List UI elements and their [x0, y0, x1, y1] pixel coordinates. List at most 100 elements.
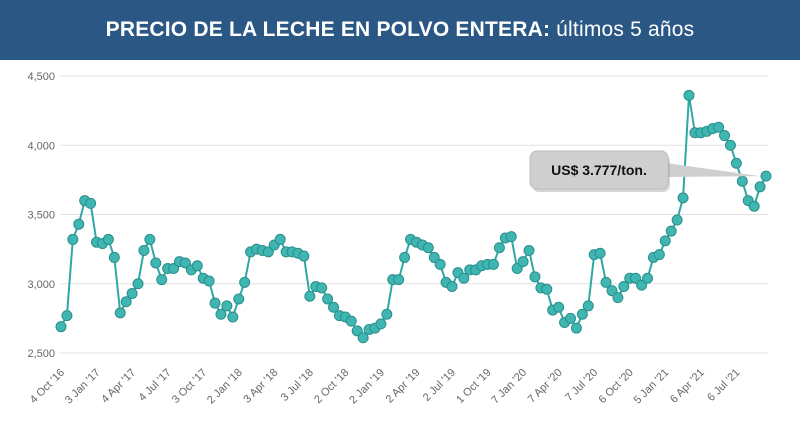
data-point [665, 225, 677, 237]
data-point [120, 296, 132, 308]
data-point [600, 276, 612, 288]
data-point [713, 121, 725, 133]
data-point [179, 257, 191, 269]
data-point [523, 245, 535, 257]
data-point [636, 279, 648, 291]
x-tick-label: 7 Apr '20 [526, 367, 565, 406]
data-point [541, 283, 553, 295]
data-point [67, 233, 79, 245]
data-point [606, 285, 618, 297]
x-tick-label: 3 Apr '18 [241, 367, 280, 406]
data-point [564, 312, 576, 324]
x-tick-label: 6 Oct '20 [596, 367, 635, 406]
data-point [357, 332, 369, 344]
data-point [612, 292, 624, 304]
data-point [760, 170, 772, 182]
x-tick-label: 7 Jan '20 [489, 367, 529, 407]
data-point [274, 233, 286, 245]
x-tick-label: 5 Jan '21 [632, 367, 672, 407]
data-point [724, 139, 736, 151]
data-point [345, 315, 357, 327]
data-point [351, 325, 363, 337]
data-point [677, 192, 689, 204]
x-tick-label: 4 Apr '17 [99, 367, 138, 406]
callout-group: US$ 3.777/ton. [529, 150, 760, 192]
x-tick-label: 3 Jan '17 [63, 367, 103, 407]
data-point [428, 251, 440, 263]
data-point [570, 322, 582, 334]
data-point [221, 300, 233, 312]
data-point [576, 308, 588, 320]
data-point [642, 272, 654, 284]
data-point [233, 293, 245, 305]
data-point [393, 274, 405, 286]
data-point [582, 300, 594, 312]
data-point [511, 263, 523, 275]
data-point [108, 251, 120, 263]
data-point [304, 290, 316, 302]
x-tick-label: 2 Jan '19 [347, 367, 387, 407]
callout-pointer [666, 163, 760, 177]
data-point [156, 274, 168, 286]
data-point [328, 301, 340, 313]
x-tick-label: 2 Jul '19 [421, 367, 458, 404]
data-point [209, 297, 221, 309]
data-point [458, 272, 470, 284]
x-tick-label: 4 Jul '17 [137, 367, 174, 404]
x-tick-label: 2 Apr '19 [384, 367, 423, 406]
data-point [422, 242, 434, 254]
data-point [381, 308, 393, 320]
data-point [168, 263, 180, 275]
data-point [262, 246, 274, 258]
x-tick-label: 7 Jul '20 [563, 367, 600, 404]
y-tick-label: 3,500 [27, 210, 55, 222]
series-line [60, 95, 767, 340]
data-point [446, 281, 458, 293]
x-axis-ticks: 4 Oct '163 Jan '174 Apr '174 Jul '173 Oc… [28, 367, 743, 407]
data-point [671, 214, 683, 226]
data-point [653, 249, 665, 261]
x-tick-label: 2 Jan '18 [205, 367, 245, 407]
data-point [434, 258, 446, 270]
x-tick-label: 3 Oct '17 [170, 367, 209, 406]
x-tick-label: 6 Jul '21 [705, 367, 742, 404]
data-point [126, 287, 138, 299]
data-point [618, 281, 630, 293]
data-point [630, 272, 642, 284]
x-tick-label: 2 Oct '18 [312, 367, 351, 406]
data-point [754, 181, 766, 193]
callout-box [529, 150, 669, 190]
data-point [659, 235, 671, 247]
data-point [487, 258, 499, 270]
data-point [529, 271, 541, 283]
data-point [215, 308, 227, 320]
data-point [736, 175, 748, 187]
data-point [102, 233, 114, 245]
data-point [144, 233, 156, 245]
gridlines [60, 75, 768, 354]
data-point [399, 251, 411, 263]
data-point [730, 157, 742, 169]
data-point [719, 130, 731, 142]
price-line-chart: 2,500 3,000 3,500 4,000 4,500 4 Oct '163 Jan… [27, 71, 772, 407]
data-point [505, 231, 517, 243]
data-point [227, 311, 239, 323]
y-tick-label: 2,500 [27, 348, 55, 360]
chart-title-subtitle: últimos 5 años [556, 18, 695, 41]
data-point [553, 301, 565, 313]
chart-area: 2,500 3,000 3,500 4,000 4,500 4 Oct '16 3 Jan… [0, 60, 800, 439]
y-tick-label: 4,500 [27, 71, 55, 83]
callout-label: US$ 3.777/ton. [551, 162, 647, 178]
x-tick-label: 4 Oct '16 [28, 367, 67, 406]
data-point [138, 245, 150, 257]
data-point [203, 275, 215, 287]
data-point [61, 310, 73, 322]
chart-title-bold: PRECIO DE LA LECHE EN POLVO ENTERA: [105, 18, 551, 41]
data-point [150, 257, 162, 269]
data-point [748, 200, 760, 212]
data-point [493, 242, 505, 254]
data-point [594, 247, 606, 259]
chart-title-banner: PRECIO DE LA LECHE EN POLVO ENTERA: últi… [0, 0, 800, 60]
data-point [683, 89, 695, 101]
series-leche-en-polvo [55, 89, 772, 344]
